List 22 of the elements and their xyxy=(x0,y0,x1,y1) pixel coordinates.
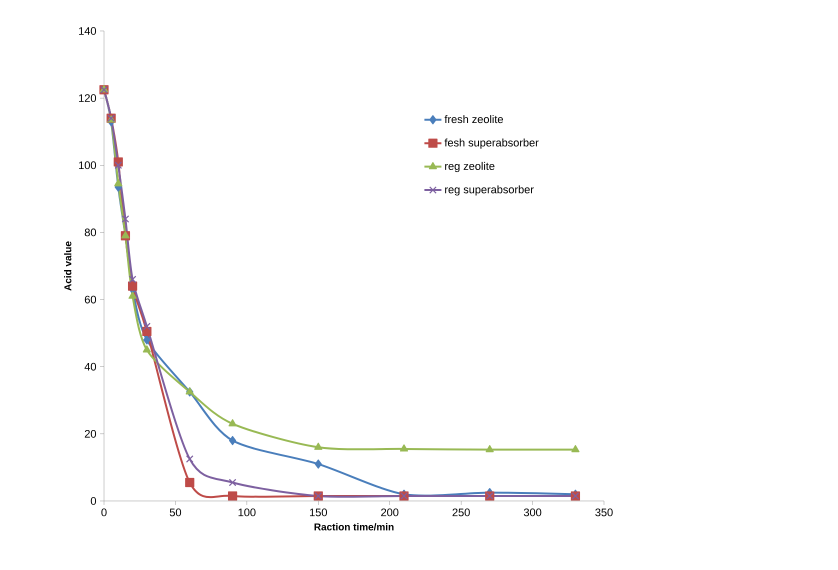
x-tick-label: 350 xyxy=(595,508,613,516)
x-axis-title: Raction time/min xyxy=(314,523,394,531)
x-tick-label: 300 xyxy=(524,508,542,516)
y-tick-label: 100 xyxy=(79,161,96,170)
y-tick-label: 140 xyxy=(79,27,96,35)
x-tick-label: 150 xyxy=(310,508,327,516)
x-tick-label: 200 xyxy=(381,508,398,516)
y-tick-label: 40 xyxy=(84,362,96,371)
y-tick-label: 60 xyxy=(84,296,96,304)
x-tick-label: 250 xyxy=(452,508,470,516)
legend-label: reg superabsorber xyxy=(445,185,534,196)
y-tick-label: 80 xyxy=(84,228,96,236)
y-tick-label: 0 xyxy=(90,497,96,505)
legend-label: reg zeolite xyxy=(445,162,494,172)
y-axis-title: Acid value xyxy=(64,241,72,291)
x-tick-label: 0 xyxy=(101,508,107,516)
x-tick-label: 100 xyxy=(238,508,256,516)
x-tick-label: 50 xyxy=(170,508,182,516)
legend-label: fresh zeolite xyxy=(444,115,503,124)
y-tick-label: 120 xyxy=(79,94,96,102)
legend-label: fesh superabsorber xyxy=(444,138,539,149)
y-tick-label: 20 xyxy=(84,430,96,438)
